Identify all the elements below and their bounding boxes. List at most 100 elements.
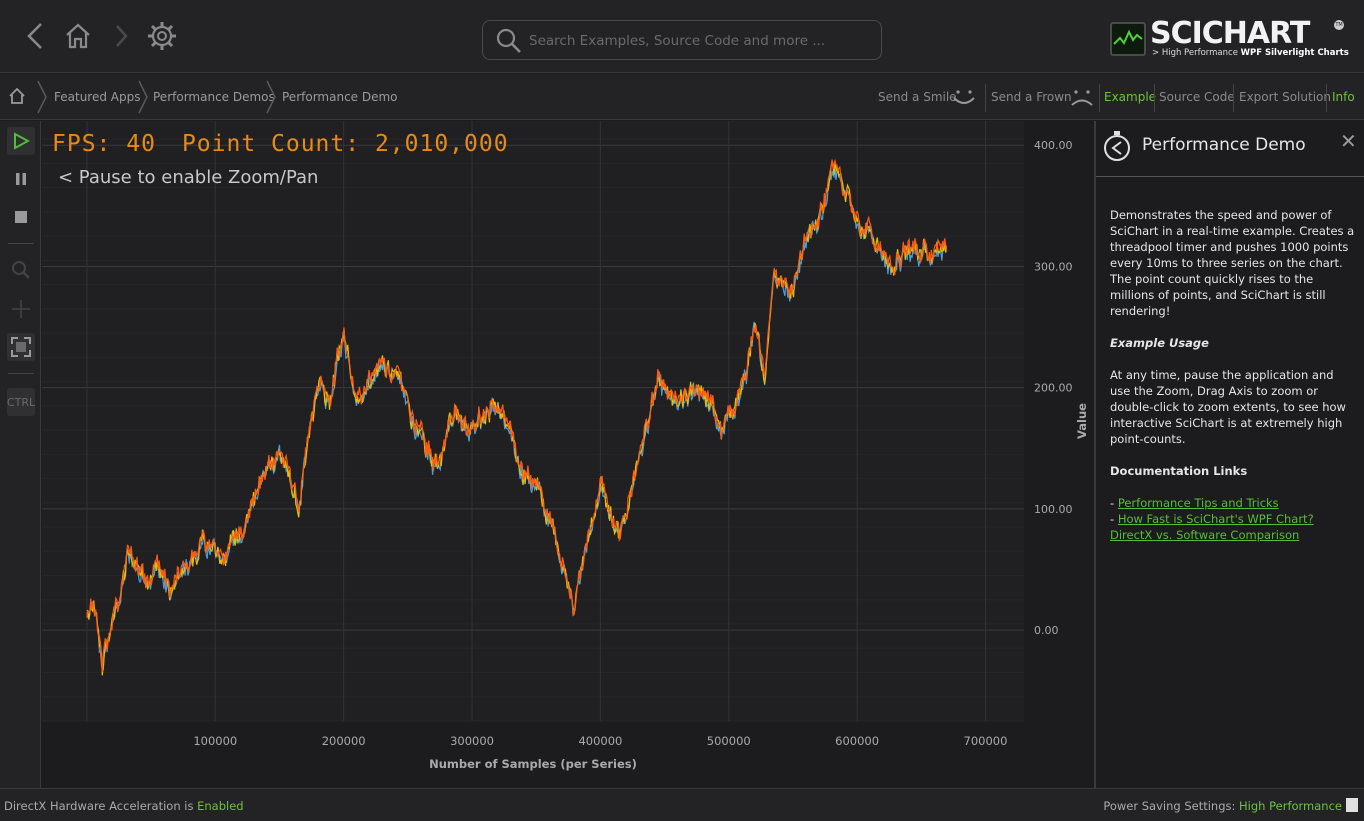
forward-button[interactable] — [102, 18, 138, 54]
send-frown-label: Send a Frown — [991, 90, 1072, 104]
series-line-3 — [86, 158, 948, 673]
divider — [8, 243, 34, 244]
breadcrumb: Featured Apps Performance Demos Performa… — [0, 74, 1364, 120]
status-bar: DirectX Hardware Acceleration is Enabled… — [0, 788, 1364, 821]
tab-source-code[interactable]: Source Code — [1159, 90, 1235, 104]
divider — [985, 84, 986, 112]
y-tick-label: 200.00 — [1034, 382, 1073, 395]
scichart-logo: SCICHART > High Performance WPF Silverli… — [1108, 16, 1349, 62]
point-count-label: Point Count: 2,010,000 — [181, 131, 509, 157]
usage-text: At any time, pause the application and u… — [1110, 368, 1346, 446]
chart-toolbar: CTRL — [0, 121, 41, 788]
link-performance-tips[interactable]: Performance Tips and Tricks — [1117, 496, 1279, 510]
logo-tagline: > High Performance WPF Silverlight Chart… — [1152, 48, 1349, 58]
breadcrumb-item-performance-demos[interactable]: Performance Demos — [153, 90, 275, 104]
y-tick-label: 100.00 — [1034, 503, 1073, 516]
zoom-icon — [12, 261, 30, 279]
divider — [1326, 84, 1327, 112]
close-icon: ✕ — [1340, 129, 1357, 153]
play-button[interactable] — [7, 127, 35, 155]
x-tick-label: 600000 — [835, 734, 879, 748]
stop-icon — [15, 211, 27, 223]
play-icon — [14, 132, 30, 150]
home-icon — [9, 87, 25, 104]
divider — [1154, 84, 1155, 112]
directx-status-value: Enabled — [197, 799, 244, 813]
tab-export-solution[interactable]: Export Solution — [1239, 90, 1331, 104]
info-panel-title: Performance Demo — [1142, 135, 1306, 155]
ctrl-modifier-button[interactable]: CTRL — [7, 388, 35, 416]
x-tick-label: 200000 — [322, 734, 366, 748]
link-directx-comparison[interactable]: How Fast is SciChart's WPF Chart? Direct… — [1110, 512, 1314, 542]
home-button[interactable] — [60, 18, 96, 54]
power-saving-value[interactable]: High Performance — [1239, 799, 1342, 813]
fps-label: FPS: 40 — [52, 131, 156, 157]
example-usage-heading: Example Usage — [1110, 336, 1209, 350]
logo-text: SCICHART — [1150, 16, 1310, 51]
close-button[interactable]: ✕ — [1340, 129, 1357, 153]
divider — [8, 373, 34, 374]
logo-chart-icon — [1110, 22, 1146, 56]
documentation-links-heading: Documentation Links — [1110, 464, 1248, 478]
divider — [1099, 84, 1100, 112]
settings-icon — [148, 22, 176, 50]
performance-chart[interactable]: 100000 200000 300000 400000 500000 600000 7000… — [42, 121, 1094, 788]
send-smile-label: Send a Smile — [878, 90, 957, 104]
y-tick-label: 0.00 — [1034, 624, 1059, 637]
pan-icon — [12, 300, 30, 318]
y-axis-title: Value — [1075, 403, 1089, 439]
tab-example[interactable]: Example — [1104, 90, 1157, 104]
search-icon — [496, 28, 521, 53]
performance-readout: FPS: 40 Point Count: 2,010,000 — [52, 131, 535, 157]
x-tick-label: 700000 — [964, 734, 1008, 748]
x-tick-label: 100000 — [193, 734, 237, 748]
pause-icon — [16, 173, 26, 185]
send-frown-button[interactable]: Send a Frown — [991, 90, 1072, 104]
back-button[interactable] — [18, 18, 54, 54]
info-panel-body: Demonstrates the speed and power of SciC… — [1110, 207, 1356, 543]
back-icon — [27, 23, 42, 49]
power-settings-toggle[interactable] — [1346, 798, 1358, 812]
zoom-button[interactable] — [7, 256, 35, 284]
documentation-link-row: - How Fast is SciChart's WPF Chart? Dire… — [1110, 512, 1314, 542]
chevron-right-icon — [138, 80, 148, 114]
x-tick-label: 500000 — [707, 734, 751, 748]
smile-icon — [953, 90, 975, 104]
description-text: Demonstrates the speed and power of SciC… — [1110, 208, 1355, 318]
zoom-extents-button[interactable] — [7, 333, 35, 361]
pause-hint: < Pause to enable Zoom/Pan — [58, 167, 319, 188]
zoom-extents-icon — [11, 337, 31, 357]
search-box[interactable] — [482, 20, 882, 60]
x-tick-label: 400000 — [578, 734, 622, 748]
stop-button[interactable] — [7, 203, 35, 231]
frown-icon — [1071, 90, 1093, 106]
x-tick-label: 300000 — [450, 734, 494, 748]
divider — [1233, 84, 1234, 112]
stopwatch-icon — [1104, 131, 1130, 161]
search-input[interactable] — [529, 29, 869, 53]
settings-button[interactable] — [144, 18, 180, 54]
chevron-right-icon — [37, 80, 47, 114]
breadcrumb-item-featured-apps[interactable]: Featured Apps — [54, 90, 141, 104]
y-tick-label: 400.00 — [1034, 139, 1073, 152]
y-tick-label: 300.00 — [1034, 260, 1073, 273]
documentation-link-row: - Performance Tips and Tricks — [1110, 496, 1279, 510]
chevron-right-icon — [266, 80, 276, 114]
breadcrumb-item-performance-demo: Performance Demo — [282, 90, 398, 104]
power-saving-status[interactable]: Power Saving Settings: High Performance — [1103, 799, 1342, 813]
directx-status: DirectX Hardware Acceleration is Enabled — [4, 799, 244, 813]
pan-button[interactable] — [7, 295, 35, 323]
home-icon — [66, 23, 90, 49]
info-panel: Performance Demo ✕ Demonstrates the spee… — [1094, 121, 1364, 788]
chart-canvas[interactable]: 100000 200000 300000 400000 500000 600000 7000… — [42, 121, 1094, 788]
pause-button[interactable] — [7, 165, 35, 193]
plot-area[interactable] — [42, 121, 1024, 721]
forward-icon — [116, 25, 128, 47]
logo-trademark: TM — [1334, 20, 1344, 30]
breadcrumb-home-button[interactable] — [8, 87, 26, 109]
send-smile-button[interactable]: Send a Smile — [878, 90, 957, 104]
x-axis-title: Number of Samples (per Series) — [429, 757, 637, 771]
info-panel-header: Performance Demo ✕ — [1096, 121, 1364, 177]
tab-info[interactable]: Info — [1332, 90, 1355, 104]
